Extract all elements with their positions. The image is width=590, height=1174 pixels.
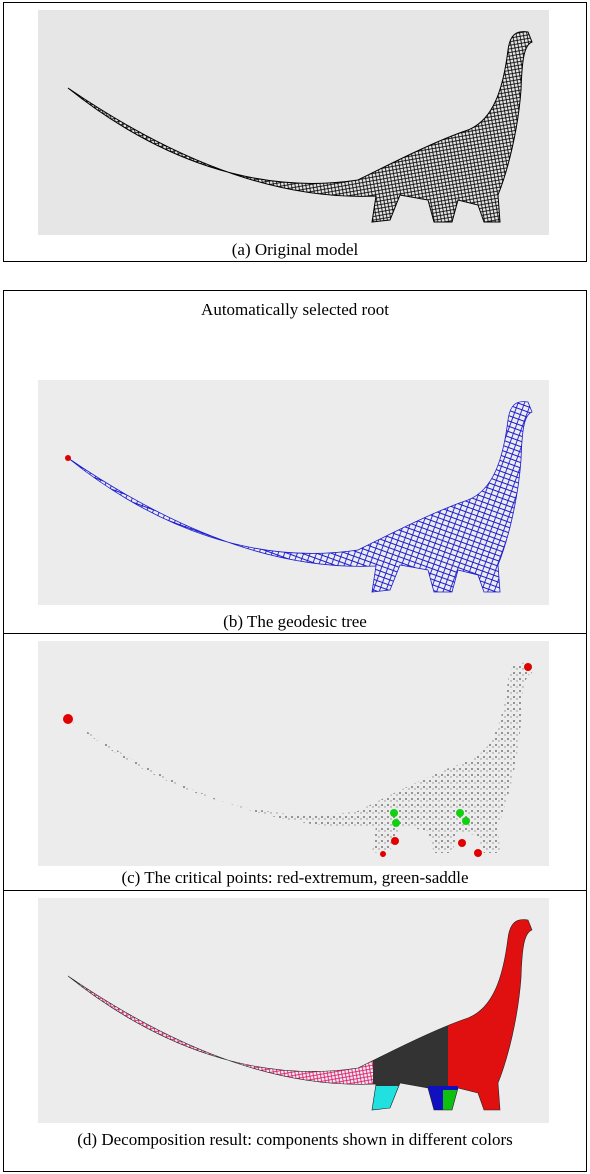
panel-header: Automatically selected root [0,300,590,320]
caption: (c) The critical points: red-extremum, g… [0,868,590,888]
caption: (d) Decomposition result: components sho… [45,1130,545,1150]
decomposition-image [38,898,549,1123]
critical-points-image [38,641,549,866]
figure: {"panels": [ {"caption": "(a) Original m… [0,0,590,1174]
divider [3,890,587,891]
model-image [38,10,549,235]
tree-image [38,380,549,605]
divider [3,633,587,634]
caption: (a) Original model [0,240,590,260]
caption: (b) The geodesic tree [0,612,590,632]
